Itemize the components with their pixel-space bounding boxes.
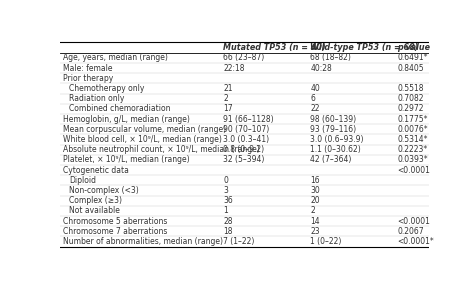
Text: 7 (1–22): 7 (1–22): [223, 237, 254, 246]
Text: 32 (5–394): 32 (5–394): [223, 155, 264, 164]
Text: Platelet, × 10⁹/L, median (range): Platelet, × 10⁹/L, median (range): [62, 155, 189, 164]
Text: 16: 16: [309, 176, 319, 185]
Text: White blood cell, × 10⁹/L, median (range): White blood cell, × 10⁹/L, median (range…: [62, 135, 221, 144]
Text: 21: 21: [223, 84, 232, 93]
Text: <0.0001: <0.0001: [397, 166, 429, 175]
Text: Wild-type TP53 (n = 68): Wild-type TP53 (n = 68): [309, 43, 418, 52]
Text: 14: 14: [309, 217, 319, 226]
Text: 91 (66–1128): 91 (66–1128): [223, 114, 273, 124]
Text: 3.0 (0.6–93.9): 3.0 (0.6–93.9): [309, 135, 363, 144]
Text: 1: 1: [223, 206, 228, 215]
Text: 3: 3: [223, 186, 228, 195]
Text: Non-complex (<3): Non-complex (<3): [69, 186, 139, 195]
Text: Combined chemoradiation: Combined chemoradiation: [69, 104, 170, 113]
Text: Male: female: Male: female: [62, 63, 112, 72]
Text: Absolute neutrophil count, × 10⁹/L, median (range): Absolute neutrophil count, × 10⁹/L, medi…: [62, 145, 259, 154]
Text: 18: 18: [223, 227, 232, 236]
Text: 40: 40: [309, 84, 319, 93]
Text: 0.1775*: 0.1775*: [397, 114, 427, 124]
Text: Chromosome 7 aberrations: Chromosome 7 aberrations: [62, 227, 167, 236]
Text: 36: 36: [223, 196, 233, 205]
Text: 1 (0–22): 1 (0–22): [309, 237, 341, 246]
Text: 0.8405: 0.8405: [397, 63, 423, 72]
Text: <0.0001*: <0.0001*: [397, 237, 433, 246]
Text: 0.7082: 0.7082: [397, 94, 423, 103]
Text: 98 (60–139): 98 (60–139): [309, 114, 356, 124]
Text: Mean corpuscular volume, median (range): Mean corpuscular volume, median (range): [62, 125, 225, 134]
Text: 3.0 (0.3–41): 3.0 (0.3–41): [223, 135, 269, 144]
Text: 0: 0: [223, 176, 228, 185]
Text: 42 (7–364): 42 (7–364): [309, 155, 351, 164]
Text: 0.5314*: 0.5314*: [397, 135, 427, 144]
Text: 28: 28: [223, 217, 232, 226]
Text: Mutated TP53 (n = 40): Mutated TP53 (n = 40): [223, 43, 325, 52]
Text: 22:18: 22:18: [223, 63, 244, 72]
Text: 0.5518: 0.5518: [397, 84, 423, 93]
Text: Not available: Not available: [69, 206, 120, 215]
Text: 23: 23: [309, 227, 319, 236]
Text: 2: 2: [223, 94, 228, 103]
Text: 40:28: 40:28: [309, 63, 331, 72]
Text: 0.8 (0–9.2): 0.8 (0–9.2): [223, 145, 264, 154]
Text: 1.1 (0–30.62): 1.1 (0–30.62): [309, 145, 360, 154]
Text: <0.0001: <0.0001: [397, 217, 429, 226]
Text: Number of abnormalities, median (range): Number of abnormalities, median (range): [62, 237, 222, 246]
Text: 0.0393*: 0.0393*: [397, 155, 427, 164]
Text: 30: 30: [309, 186, 319, 195]
Text: 66 (23–87): 66 (23–87): [223, 53, 264, 62]
Text: 68 (18–82): 68 (18–82): [309, 53, 350, 62]
Text: 17: 17: [223, 104, 233, 113]
Text: Prior therapy: Prior therapy: [62, 74, 113, 83]
Text: 0.2972: 0.2972: [397, 104, 423, 113]
Text: Hemoglobin, g/L, median (range): Hemoglobin, g/L, median (range): [62, 114, 189, 124]
Text: 0.2067: 0.2067: [397, 227, 423, 236]
Text: 22: 22: [309, 104, 319, 113]
Text: Complex (≥3): Complex (≥3): [69, 196, 122, 205]
Text: 0.0076*: 0.0076*: [397, 125, 427, 134]
Text: 93 (79–116): 93 (79–116): [309, 125, 356, 134]
Text: 0.6491*: 0.6491*: [397, 53, 427, 62]
Text: Cytogenetic data: Cytogenetic data: [62, 166, 128, 175]
Text: Chromosome 5 aberrations: Chromosome 5 aberrations: [62, 217, 167, 226]
Text: 0.2223*: 0.2223*: [397, 145, 426, 154]
Text: 90 (70–107): 90 (70–107): [223, 125, 269, 134]
Text: Chemotherapy only: Chemotherapy only: [69, 84, 144, 93]
Text: 20: 20: [309, 196, 319, 205]
Text: Age, years, median (range): Age, years, median (range): [62, 53, 167, 62]
Text: p value: p value: [397, 43, 429, 52]
Text: 2: 2: [309, 206, 314, 215]
Text: Radiation only: Radiation only: [69, 94, 124, 103]
Text: Diploid: Diploid: [69, 176, 96, 185]
Text: 6: 6: [309, 94, 315, 103]
